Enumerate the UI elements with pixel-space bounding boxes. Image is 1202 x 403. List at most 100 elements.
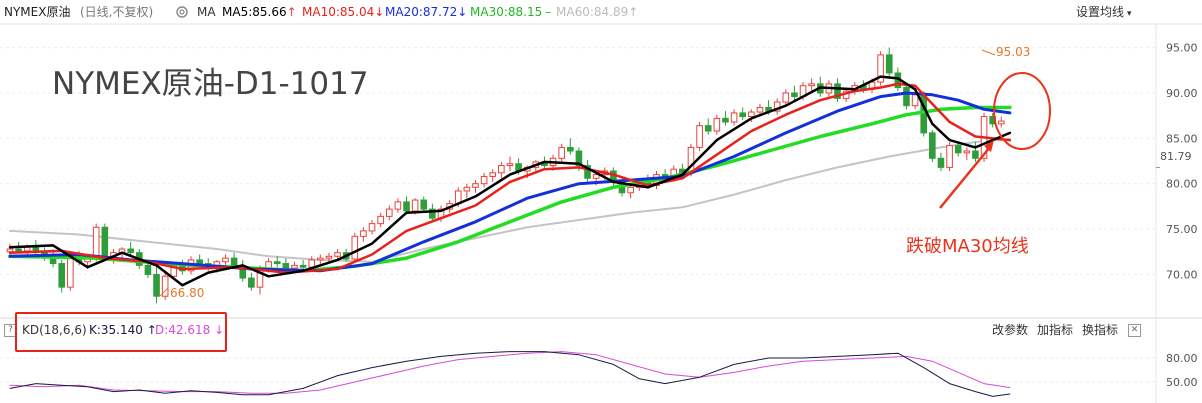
candle-body bbox=[308, 259, 315, 268]
candle-body bbox=[963, 150, 971, 154]
ma30-dash: – bbox=[545, 5, 552, 19]
kd-tick-label: 80.00 bbox=[1166, 352, 1198, 365]
ma20-text: MA20:87.72 bbox=[385, 5, 458, 19]
candle-body bbox=[696, 125, 703, 148]
ma60-text: MA60:84.89 bbox=[556, 5, 629, 19]
candle-body bbox=[506, 163, 514, 167]
price-tick-label: 95.00 bbox=[1166, 42, 1198, 55]
candle-body bbox=[791, 92, 798, 98]
candle-body bbox=[834, 83, 841, 99]
candle-body bbox=[360, 230, 367, 237]
ma30-text: MA30:88.15 bbox=[470, 5, 543, 19]
chart-watermark: NYMEX原油-D1-1017 bbox=[52, 66, 369, 102]
candle-body bbox=[153, 273, 160, 297]
candle-body bbox=[877, 54, 884, 83]
ma5-line bbox=[8, 75, 1012, 287]
candle-body bbox=[161, 275, 169, 297]
ma10-text: MA10:85.04 bbox=[302, 5, 375, 19]
candle-body bbox=[998, 120, 1005, 125]
candle-body bbox=[15, 248, 22, 252]
candle-body bbox=[627, 186, 634, 194]
candle-body bbox=[463, 186, 471, 192]
instrument-name[interactable]: NYMEX原油 bbox=[4, 5, 71, 19]
candle-body bbox=[351, 235, 359, 260]
candle-body bbox=[230, 257, 238, 267]
price-tick-label: 75.00 bbox=[1166, 223, 1198, 236]
candle-body bbox=[411, 199, 419, 212]
kd-k-value: K:35.140 ↑ bbox=[89, 318, 157, 342]
arrow-head bbox=[984, 140, 994, 152]
candle-body bbox=[58, 263, 66, 288]
candle-body bbox=[325, 255, 333, 259]
ma20-line bbox=[8, 91, 1012, 273]
candle-body bbox=[101, 226, 109, 257]
candle-body bbox=[584, 165, 591, 179]
ma10-arrow: ↓ bbox=[374, 5, 385, 19]
kd-tick-label: 50.00 bbox=[1166, 376, 1198, 389]
add-indicator-button[interactable]: 加指标 bbox=[1037, 323, 1074, 337]
annotation-arrow bbox=[939, 146, 991, 209]
candle-body bbox=[730, 112, 738, 123]
ma10-line bbox=[8, 82, 1012, 274]
candle-body bbox=[196, 259, 203, 265]
ma30-value: MA30:88.15– bbox=[470, 0, 551, 24]
gear-icon[interactable] bbox=[175, 0, 189, 32]
candle-body bbox=[911, 94, 919, 107]
candle-body bbox=[498, 165, 505, 174]
highlight-circle bbox=[993, 72, 1051, 150]
candle-body bbox=[722, 117, 729, 123]
candle-body bbox=[248, 277, 255, 288]
candle-body bbox=[403, 201, 410, 212]
settings-ma-button[interactable]: 设置均线 ▾ bbox=[1076, 0, 1132, 26]
switch-indicator-button[interactable]: 换指标 bbox=[1082, 323, 1119, 337]
chevron-down-icon: ▾ bbox=[1127, 9, 1132, 19]
candle-body bbox=[937, 157, 945, 168]
last-price-label: 81.79 bbox=[1160, 150, 1192, 163]
kd-k-line bbox=[9, 351, 1011, 397]
ma60-line bbox=[9, 138, 1011, 263]
candle-body bbox=[334, 252, 341, 257]
candle-body bbox=[972, 150, 979, 159]
high-leader-line bbox=[981, 49, 996, 56]
candle-body bbox=[756, 106, 764, 113]
candle-body bbox=[903, 87, 910, 107]
candle-body bbox=[946, 145, 953, 168]
high-price-label: 95.03 bbox=[996, 45, 1031, 59]
candle-body bbox=[954, 145, 962, 154]
ma5-arrow: ↑ bbox=[286, 5, 297, 19]
candle-body bbox=[472, 183, 479, 188]
candle-body bbox=[385, 208, 393, 217]
candle-body bbox=[429, 208, 436, 219]
candle-body bbox=[6, 248, 14, 253]
candle-body bbox=[317, 257, 324, 261]
candle-body bbox=[368, 223, 376, 232]
settings-label: 设置均线 bbox=[1076, 5, 1125, 19]
candle-body bbox=[291, 264, 298, 269]
candle-body bbox=[489, 172, 497, 177]
candle-body bbox=[885, 54, 893, 74]
candle-body bbox=[377, 215, 384, 225]
price-tick-label: 85.00 bbox=[1166, 132, 1198, 145]
ma60-value: MA60:84.89↑ bbox=[556, 0, 638, 24]
ma-label: MA bbox=[197, 5, 216, 19]
break-ma30-annotation: 跌破MA30均线 bbox=[906, 236, 1029, 257]
period-label: (日线,不复权) bbox=[80, 5, 154, 19]
price-tick-label: 90.00 bbox=[1166, 87, 1198, 100]
ma30-line bbox=[8, 105, 1012, 273]
candle-body bbox=[420, 199, 428, 210]
change-params-button[interactable]: 改参数 bbox=[992, 323, 1029, 337]
candle-body bbox=[713, 117, 721, 132]
kd-d-value: D:42.618 ↓ bbox=[155, 318, 224, 342]
kd-name: KD(18,6,6) bbox=[22, 323, 87, 337]
price-tick-label: 70.00 bbox=[1166, 268, 1198, 281]
candle-body bbox=[92, 226, 100, 259]
candle-body bbox=[592, 174, 600, 179]
candle-body bbox=[748, 111, 755, 118]
candle-body bbox=[739, 112, 747, 118]
close-icon[interactable]: ✕ bbox=[1128, 324, 1141, 337]
kd-highlight-box bbox=[15, 312, 227, 352]
candle-body bbox=[222, 257, 229, 263]
low-leader-line bbox=[159, 287, 169, 297]
ma20-value: MA20:87.72↓ bbox=[385, 0, 467, 24]
